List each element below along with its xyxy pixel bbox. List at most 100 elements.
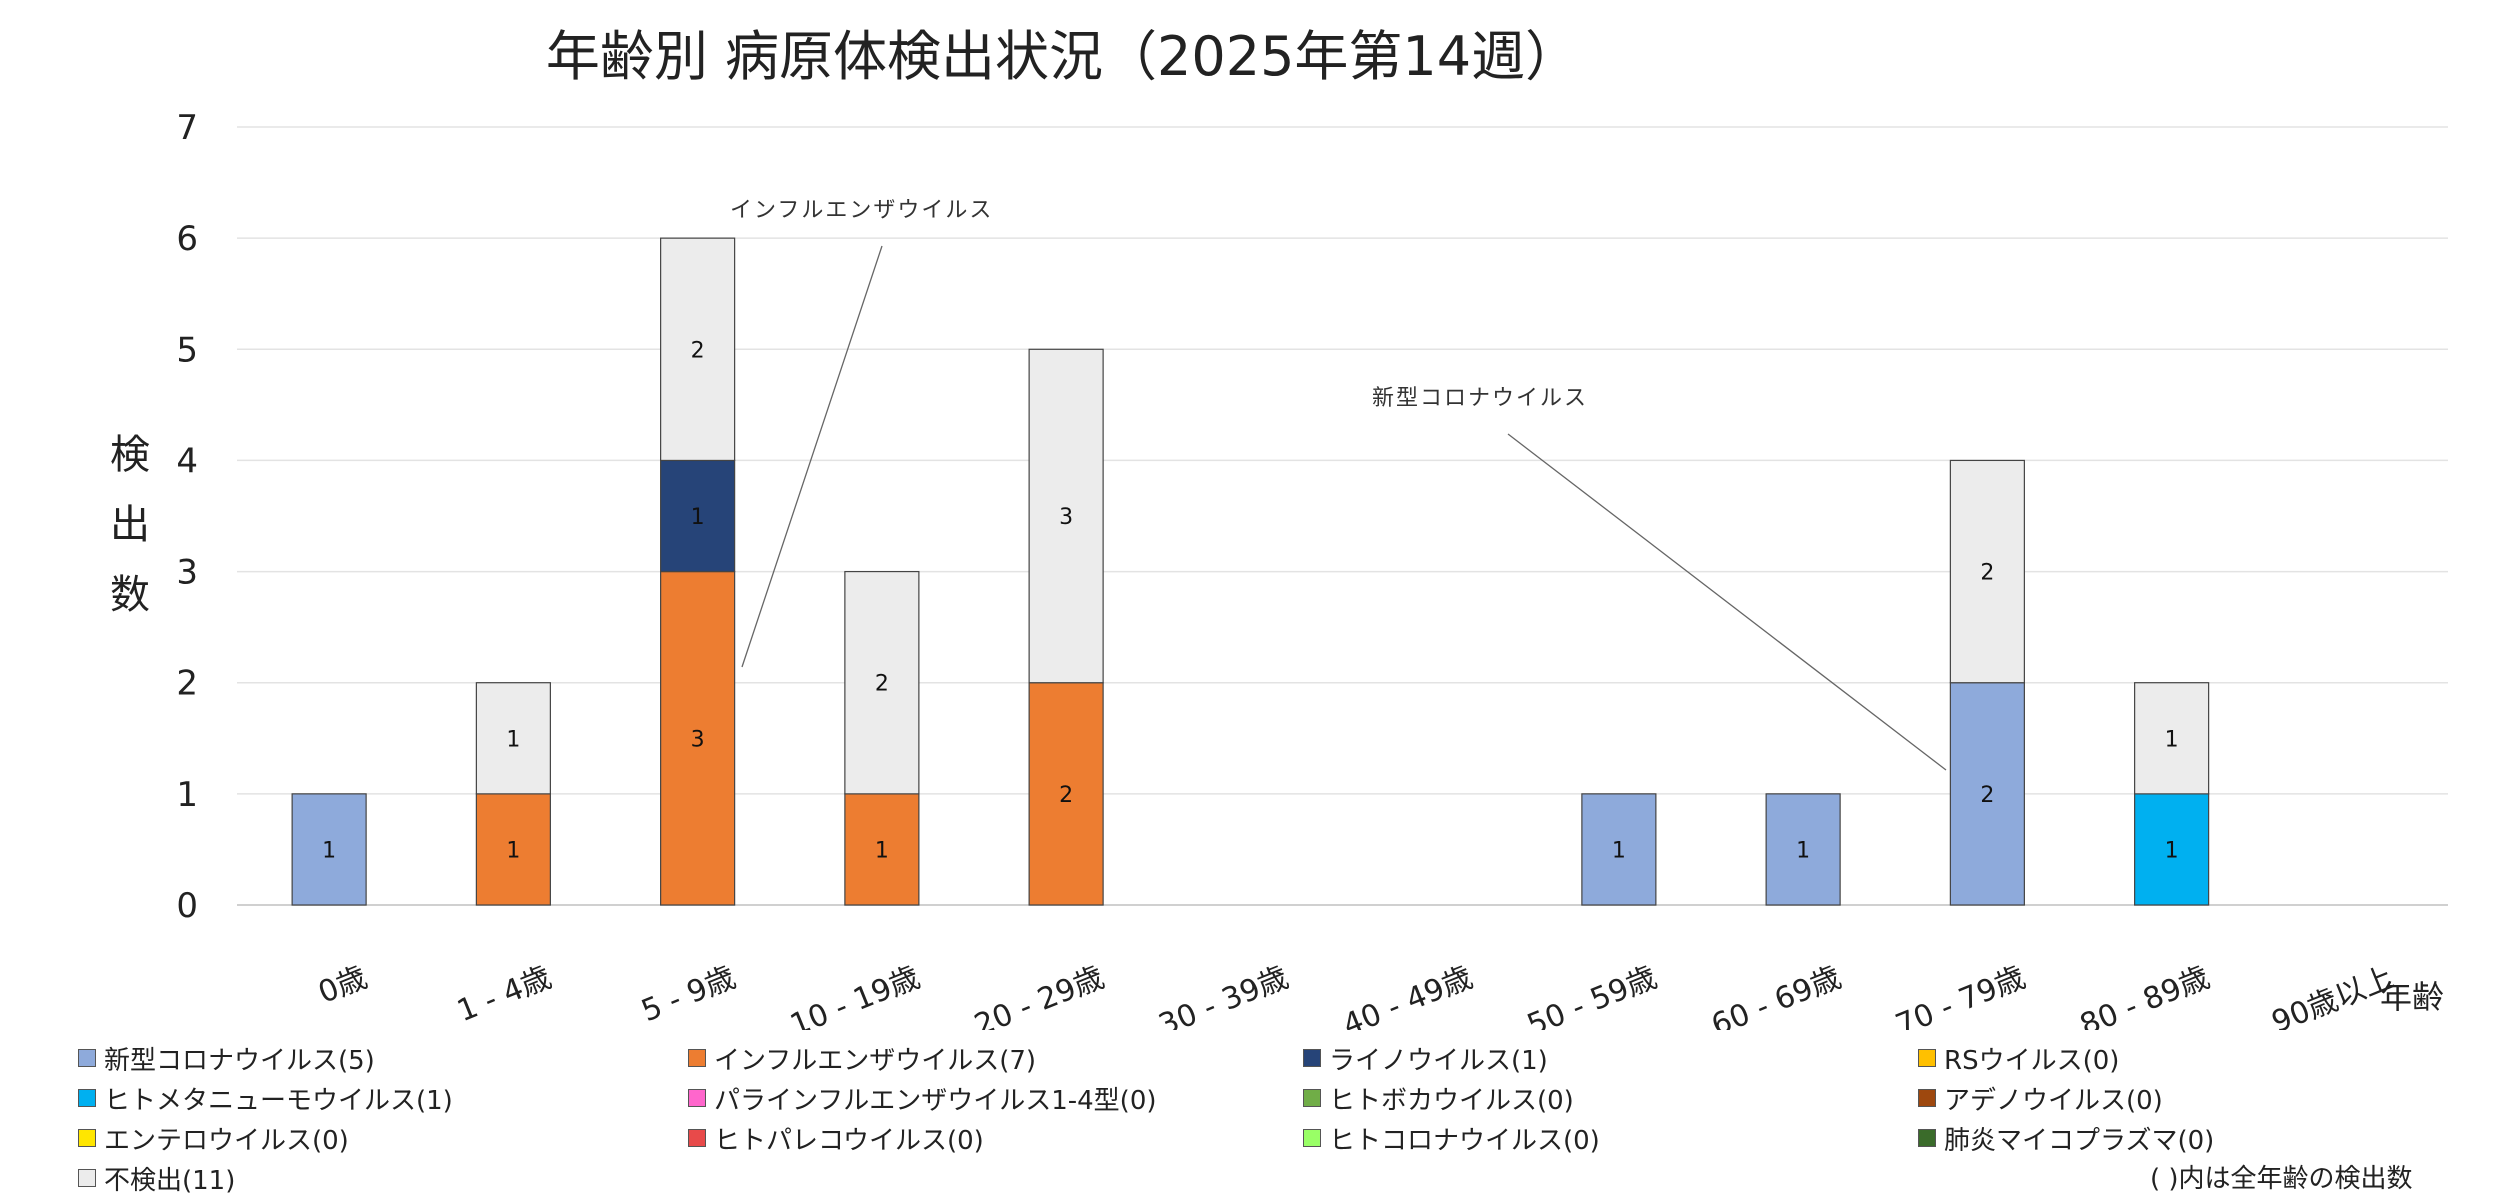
bar-value-label: 1	[322, 838, 336, 863]
bar-segment	[1581, 793, 1657, 906]
annotation-leader-line	[741, 245, 883, 668]
legend-label: エンテロウイルス(0)	[104, 1125, 349, 1156]
legend-label: アデノウイルス(0)	[1944, 1085, 2163, 1116]
y-tick-label: 6	[176, 219, 198, 259]
legend-swatch	[78, 1049, 96, 1067]
legend-label: ヒトパレコウイルス(0)	[714, 1125, 984, 1156]
y-tick-label: 2	[176, 664, 198, 704]
bar-segment	[660, 237, 736, 462]
legend-note: ( )内は全年齢の検出数	[2150, 1164, 2413, 1194]
legend-item: 肺炎マイコプラズマ(0)	[1918, 1118, 2214, 1158]
x-tick-label: 20 - 29歳	[970, 960, 1109, 1030]
y-tick-label: 5	[176, 330, 198, 370]
bar-value-label: 2	[1059, 783, 1073, 808]
legend-label: ヒトボカウイルス(0)	[1329, 1085, 1574, 1116]
bar-value-label: 1	[1796, 838, 1810, 863]
chart-title-text: 年齢別 病原体検出状況（2025年第14週）	[545, 25, 1580, 88]
y-tick-label: 4	[176, 441, 198, 481]
x-tick-label: 70 - 79歳	[1891, 960, 2030, 1030]
bar-value-label: 1	[506, 727, 520, 752]
bar-value-label: 1	[875, 838, 889, 863]
bar-value-label: 1	[691, 505, 705, 530]
legend-item: ヒトコロナウイルス(0)	[1303, 1118, 1600, 1158]
legend-label: ヒトメタニューモウイルス(1)	[104, 1085, 453, 1116]
bar-value-label: 2	[691, 338, 705, 363]
x-tick-label: 5 - 9歳	[637, 960, 741, 1029]
y-tick-label: 1	[176, 775, 198, 815]
bar-value-label: 2	[875, 672, 889, 697]
legend-swatch	[78, 1169, 96, 1187]
x-tick-label: 0歳	[313, 960, 372, 1011]
bar-value-label: 3	[1059, 505, 1073, 530]
legend-swatch	[1918, 1049, 1936, 1067]
legend-swatch	[78, 1129, 96, 1147]
bar-segment	[475, 682, 551, 795]
x-tick-label: 30 - 39歳	[1154, 960, 1293, 1030]
bar-segment	[660, 459, 736, 573]
legend-label: インフルエンザウイルス(7)	[714, 1045, 1037, 1076]
legend-item: エンテロウイルス(0)	[78, 1118, 349, 1158]
annotation-label: インフルエンザウイルス	[730, 198, 993, 223]
legend-item: RSウイルス(0)	[1918, 1038, 2119, 1078]
legend-item: インフルエンザウイルス(7)	[688, 1038, 1036, 1078]
legend-swatch	[688, 1129, 706, 1147]
bar-value-label: 3	[691, 727, 705, 752]
bar-segment	[1028, 348, 1104, 684]
y-tick-label: 0	[176, 886, 198, 926]
y-tick-label: 7	[176, 108, 198, 148]
legend-item: 新型コロナウイルス(5)	[78, 1038, 375, 1078]
bar-segment	[844, 570, 920, 795]
legend-item: 不検出(11)	[78, 1158, 235, 1198]
legend-swatch	[1918, 1129, 1936, 1147]
annotation-leader-line	[1507, 433, 1947, 771]
legend-label: ライノウイルス(1)	[1329, 1045, 1548, 1076]
x-tick-label: 90歳以上	[2267, 960, 2399, 1030]
legend-label: 新型コロナウイルス(5)	[104, 1045, 375, 1076]
x-tick-label: 40 - 49歳	[1338, 960, 1477, 1030]
bar-segment	[475, 793, 551, 906]
legend: 新型コロナウイルス(5) インフルエンザウイルス(7) ライノウイルス(1) RSウイ…	[78, 1038, 2458, 1198]
chart-title: 年齢別 病原体検出状況（2025年第14週）	[0, 22, 2515, 92]
bar-segment	[660, 570, 736, 906]
legend-item: パラインフルエンザウイルス1-4型(0)	[688, 1078, 1157, 1118]
legend-swatch	[688, 1049, 706, 1067]
x-tick-label: 80 - 89歳	[2075, 960, 2214, 1030]
x-tick-label: 50 - 59歳	[1522, 960, 1661, 1030]
y-axis-label-char: 出	[110, 502, 150, 548]
y-tick-label: 3	[176, 553, 198, 593]
bar-value-label: 1	[1612, 838, 1626, 863]
bar-value-label: 2	[1980, 783, 1994, 808]
legend-item: ヒトボカウイルス(0)	[1303, 1078, 1574, 1118]
legend-label: 肺炎マイコプラズマ(0)	[1944, 1125, 2215, 1156]
bar-segment	[1949, 459, 2025, 684]
x-tick-label: 10 - 19歳	[785, 960, 924, 1030]
y-axis-label: 検出数	[100, 420, 160, 630]
bar-segment	[2134, 682, 2210, 795]
legend-item: ヒトメタニューモウイルス(1)	[78, 1078, 453, 1118]
bar-value-label: 1	[2165, 838, 2179, 863]
legend-swatch	[1918, 1089, 1936, 1107]
bar-segment	[1028, 682, 1104, 906]
bar-segment	[844, 793, 920, 906]
x-axis-label: 年齢	[2380, 978, 2445, 1016]
bar-segment	[1765, 793, 1841, 906]
bar-value-label: 2	[1980, 561, 1994, 586]
x-tick-label: 60 - 69歳	[1707, 960, 1846, 1030]
bar-segment	[1949, 682, 2025, 906]
bar-segment	[291, 793, 367, 906]
legend-swatch	[78, 1089, 96, 1107]
annotation-label: 新型コロナウイルス	[1372, 386, 1588, 411]
bar-value-label: 1	[506, 838, 520, 863]
legend-item: ヒトパレコウイルス(0)	[688, 1118, 984, 1158]
legend-item: アデノウイルス(0)	[1918, 1078, 2163, 1118]
x-tick-label: 1 - 4歳	[452, 960, 556, 1029]
y-axis-label-char: 数	[110, 572, 150, 618]
plot-area: 0 1 2 3 4 5 6 7 1 0歳 1 1 1 - 4歳 3 1 2 5 - 9歳 1 2 10 - 19歳 2 3…	[176, 108, 2448, 1030]
legend-label: ヒトコロナウイルス(0)	[1329, 1125, 1600, 1156]
y-axis-label-char: 検	[110, 432, 150, 478]
legend-swatch	[1303, 1129, 1321, 1147]
legend-item: ライノウイルス(1)	[1303, 1038, 1548, 1078]
bar-value-label: 1	[2165, 727, 2179, 752]
legend-swatch	[688, 1089, 706, 1107]
legend-label: 不検出(11)	[104, 1165, 236, 1196]
